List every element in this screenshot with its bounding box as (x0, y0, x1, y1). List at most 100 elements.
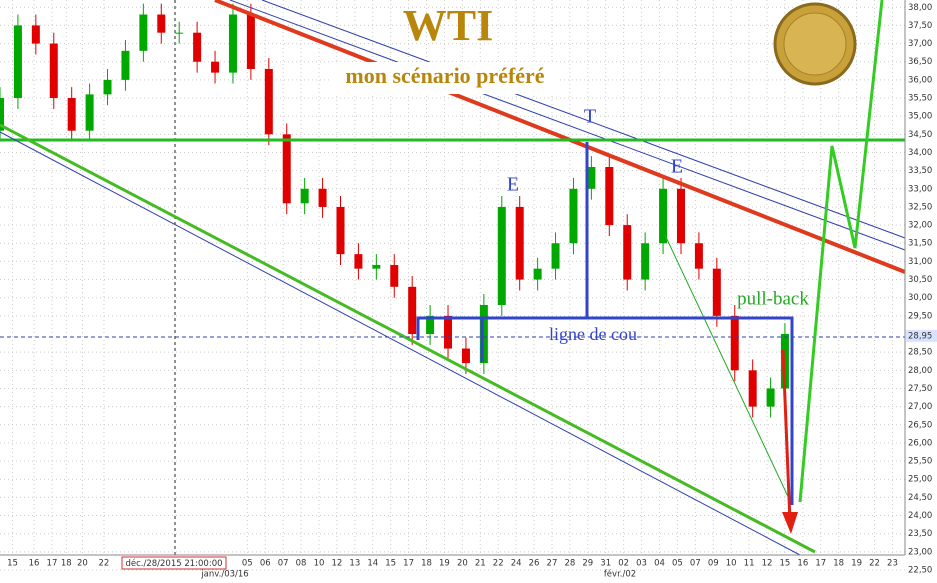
annotation: T (584, 106, 596, 128)
axes: 22,50 23,00 23,50 24,00 24,50 25,00 25,50 26,00… (7, 3, 937, 576)
y-tick-label: 32,50 (908, 202, 932, 212)
y-tick-label: 35,50 (908, 94, 932, 104)
y-tick-label: 31,00 (908, 257, 932, 267)
arrow-head (782, 512, 798, 534)
y-tick-label: 22,50 (908, 566, 932, 576)
y-tick-label: 34,00 (908, 148, 932, 158)
y-tick-label: 25,00 (908, 475, 932, 485)
channel-line (261, 0, 906, 239)
neckline (416, 316, 794, 505)
y-tick-label: 37,50 (908, 21, 932, 31)
annotation: ligne de cou (549, 324, 637, 344)
y-tick-label: 24,00 (908, 511, 932, 521)
candle-body (246, 14, 255, 69)
candle-body (659, 188, 668, 244)
x-tick-label: 08 (296, 559, 307, 569)
x-tick-label: 18 (833, 559, 844, 569)
y-tick-label: 38,00 (908, 3, 932, 13)
candle-body (175, 32, 184, 34)
x-tick-label: 10 (314, 559, 325, 569)
candle-body (228, 14, 237, 73)
last-price-box (906, 329, 937, 342)
candle-body (390, 265, 399, 287)
y-tick-label: 32,00 (908, 221, 932, 231)
y-tick-label: 34,50 (908, 130, 932, 140)
x-tick-label: 23 (887, 559, 898, 569)
subtitle-box (330, 62, 560, 94)
x-tick-label: 27 (547, 559, 558, 569)
y-tick-label: 26,00 (908, 438, 932, 448)
y-tick-label: 33,00 (908, 184, 932, 194)
x-tick-label: 02 (618, 559, 629, 569)
x-tick-label: 11 (744, 559, 755, 569)
candle-body (676, 188, 685, 244)
candle-body (497, 206, 506, 305)
candle-body (623, 225, 632, 280)
candle-body (587, 167, 596, 189)
y-tick-label: 27,50 (908, 384, 932, 394)
annotation: E (671, 156, 683, 178)
candle-body (461, 348, 470, 364)
x-tick-label: 09 (708, 559, 719, 569)
y-tick-label: 30,50 (908, 275, 932, 285)
arrow (781, 349, 792, 523)
x-tick-label: 12 (762, 559, 773, 569)
y-tick-label: 31,50 (908, 239, 932, 249)
x-tick-label: 15 (7, 559, 18, 569)
scenario-line (798, 0, 884, 503)
channel-line (0, 131, 801, 556)
x-tick-label: 05 (672, 559, 683, 569)
cursor-box (121, 556, 227, 570)
y-tick-label: 37,00 (908, 39, 932, 49)
x-tick-label: 03 (636, 559, 647, 569)
cursor-label: déc./28/2015 21:00:00 (125, 558, 222, 569)
y-tick-label: 28,00 (908, 366, 932, 376)
x-tick-label: 04 (654, 559, 665, 569)
candle-body (766, 388, 775, 407)
candle-body (354, 254, 363, 269)
x-tick-label: 18 (61, 559, 72, 569)
candle-body (533, 268, 542, 280)
y-tick-label: 28,50 (908, 348, 932, 358)
candle-body (426, 315, 435, 335)
candle-body (0, 98, 4, 131)
candle-body (336, 206, 345, 255)
x-tick-label: 17 (403, 559, 414, 569)
x-tick-label: 07 (690, 559, 701, 569)
x-tick-label: 19 (851, 559, 862, 569)
x-tick-label: 14 (367, 559, 378, 569)
x-tick-label: 22 (869, 559, 880, 569)
last-price-label: 28,95 (908, 331, 932, 341)
x-tick-label: 22 (493, 559, 504, 569)
candle-body (103, 79, 112, 95)
candle-body (694, 243, 703, 269)
candle-body (569, 188, 578, 244)
y-tick-label: 36,00 (908, 75, 932, 85)
x-tick-label: 21 (475, 559, 486, 569)
x-tick-label: 10 (726, 559, 737, 569)
candle-body (157, 14, 166, 33)
candle-body (67, 98, 76, 131)
candle-body (730, 315, 739, 371)
x-tick-label: 15 (780, 559, 791, 569)
candle-body (13, 25, 22, 99)
candle-body (193, 32, 202, 62)
y-tick-label: 29,50 (908, 311, 932, 321)
x-tick-label: 31 (600, 559, 611, 569)
candle-body (85, 94, 94, 131)
x-tick-label: 20 (457, 559, 468, 569)
x-tick-label: 29 (582, 559, 593, 569)
coin (783, 12, 847, 76)
candle-body (605, 167, 614, 226)
x-tick-label: 17 (47, 559, 58, 569)
x-tick-label: 24 (511, 559, 522, 569)
candle-body (49, 43, 58, 99)
candle-body (31, 25, 40, 44)
x-tick-label: 16 (29, 559, 40, 569)
trend-line (664, 234, 793, 506)
candle-body (641, 243, 650, 280)
annotation: E (507, 174, 519, 196)
candle-body (408, 286, 417, 335)
x-tick-label: 12 (331, 559, 342, 569)
